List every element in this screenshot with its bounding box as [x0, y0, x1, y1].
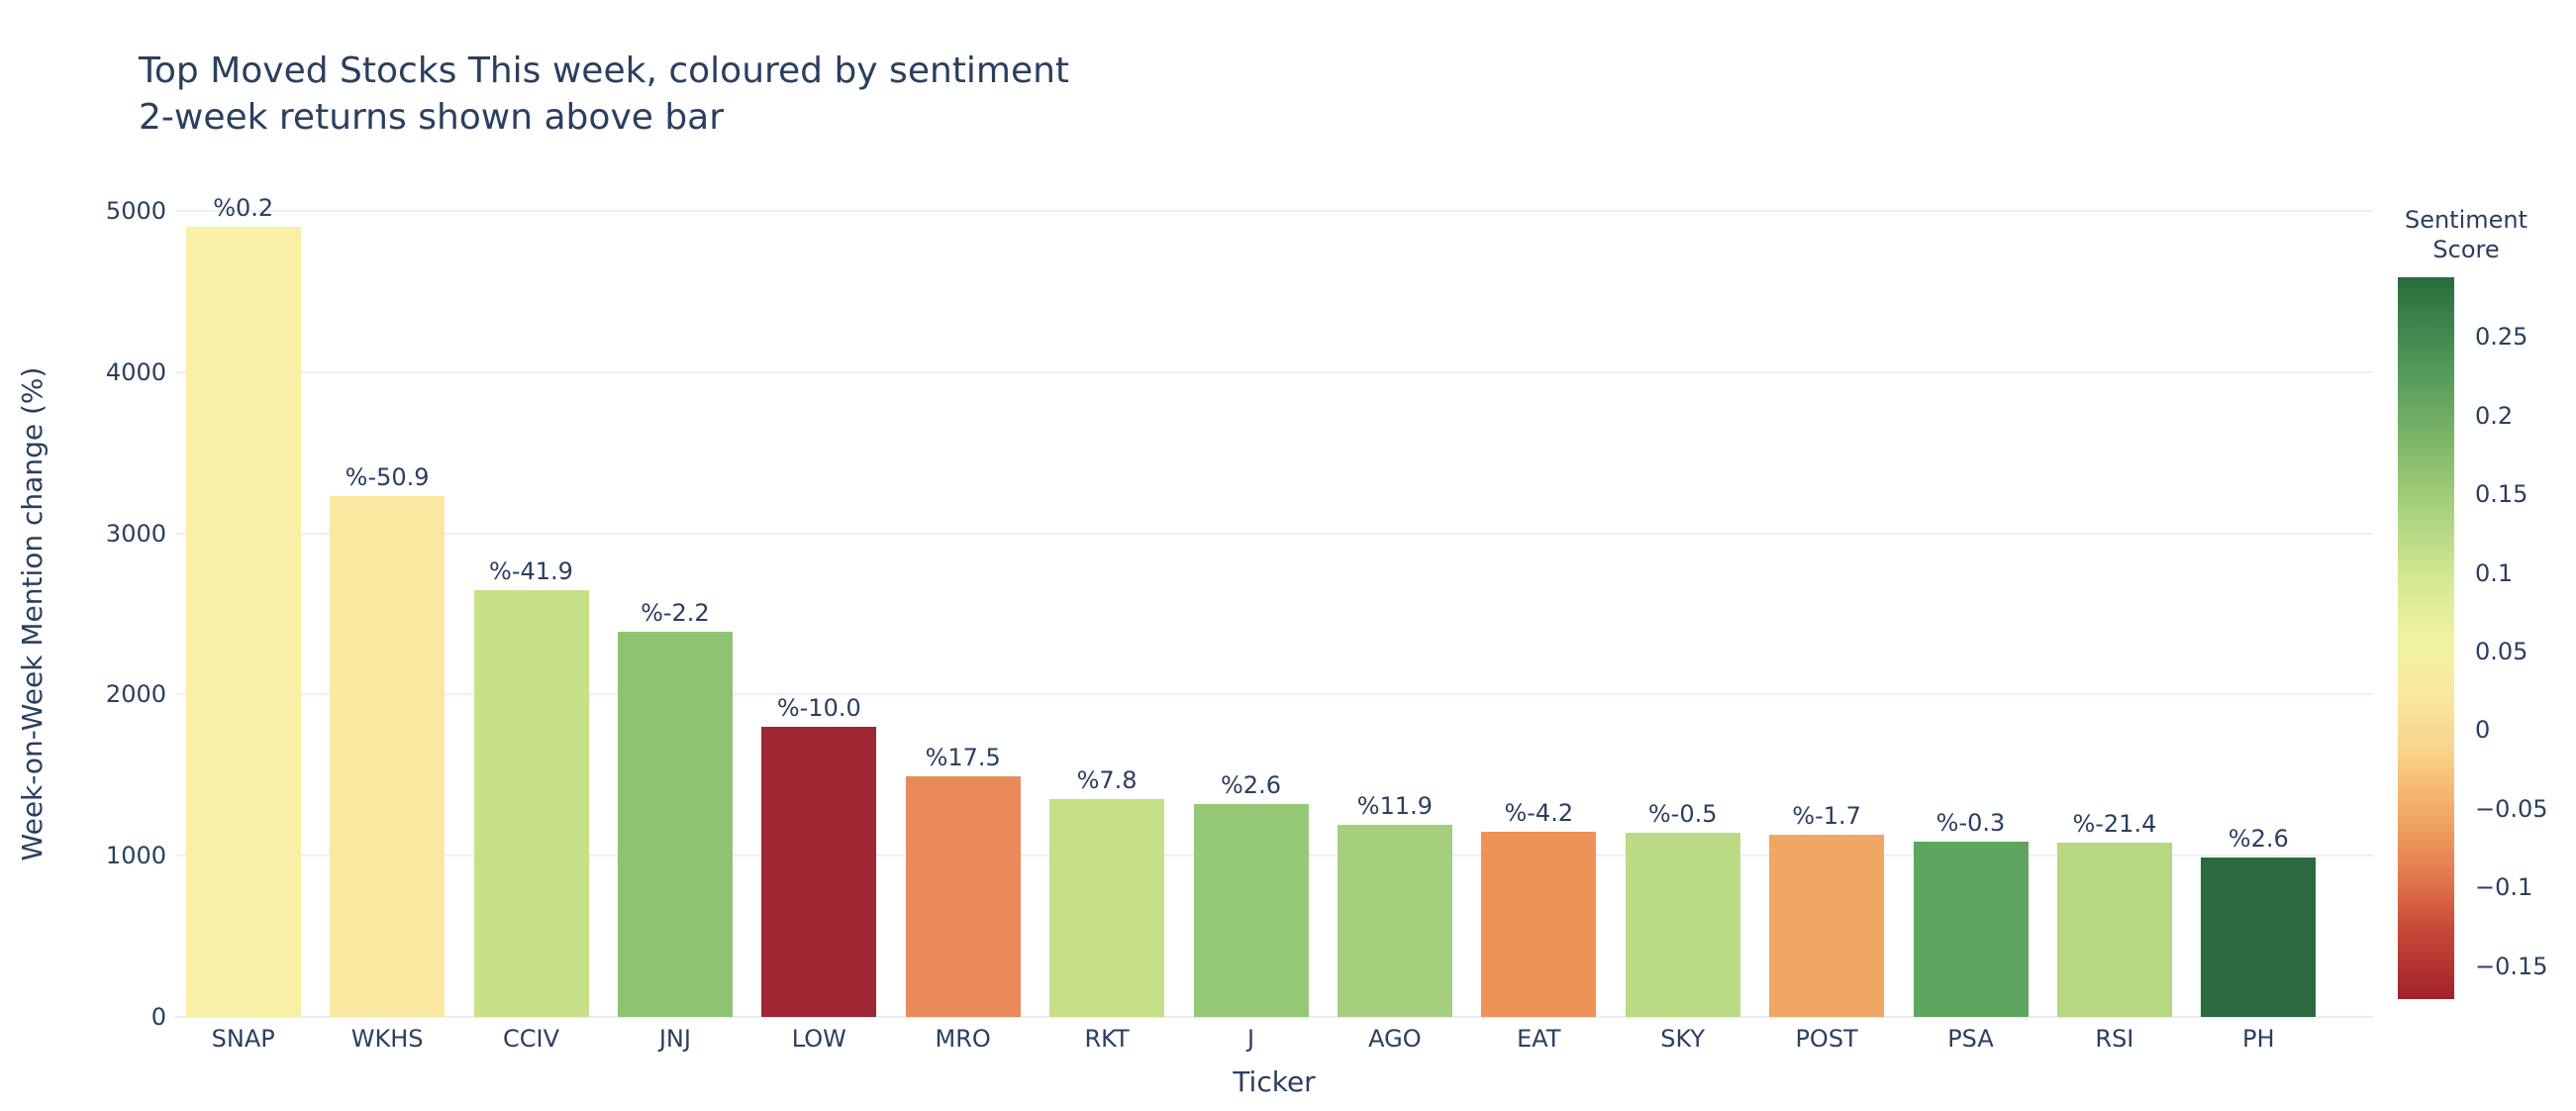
bar-ago[interactable] — [1337, 825, 1452, 1017]
x-tick-label: J — [1246, 1025, 1255, 1053]
x-tick-label: AGO — [1368, 1025, 1422, 1053]
colorbar-tick-label: −0.15 — [2475, 952, 2548, 980]
gridline — [175, 693, 2373, 696]
bar-rsi[interactable] — [2056, 843, 2172, 1017]
colorbar-title-line2: Score — [2432, 236, 2500, 263]
colorbar-title: Sentiment Score — [2388, 205, 2544, 264]
y-tick-label: 1000 — [105, 842, 166, 870]
x-axis-zeroline — [175, 1016, 2373, 1018]
x-tick-label: WKHS — [350, 1025, 424, 1053]
bar-ph[interactable] — [2201, 857, 2317, 1017]
bar-mro[interactable] — [905, 776, 1021, 1017]
colorbar-tick-label: 0.15 — [2475, 480, 2528, 509]
x-tick-label: PSA — [1947, 1025, 1994, 1053]
bar-wkhs[interactable] — [330, 496, 446, 1017]
bar-value-label: %-1.7 — [1792, 802, 1861, 831]
bar-value-label: %-41.9 — [489, 556, 573, 585]
bar-j[interactable] — [1193, 804, 1309, 1017]
bar-sky[interactable] — [1625, 833, 1740, 1017]
bar-snap[interactable] — [185, 227, 301, 1017]
bar-psa[interactable] — [1913, 841, 2029, 1017]
y-tick-label: 2000 — [105, 680, 166, 709]
bar-value-label: %-10.0 — [776, 693, 861, 722]
bar-value-label: %17.5 — [925, 744, 1001, 772]
bar-eat[interactable] — [1481, 831, 1597, 1017]
bar-value-label: %-21.4 — [2072, 810, 2157, 839]
gridline — [175, 370, 2373, 373]
gridline — [175, 210, 2373, 212]
x-tick-label: CCIV — [502, 1025, 559, 1053]
bar-value-label: %-0.5 — [1647, 800, 1718, 829]
x-tick-label: JNJ — [658, 1025, 691, 1053]
x-tick-label: MRO — [935, 1025, 991, 1053]
y-tick-label: 4000 — [105, 357, 166, 386]
x-tick-label: LOW — [791, 1025, 846, 1053]
chart-title: Top Moved Stocks This week, coloured by … — [139, 50, 1070, 91]
bar-jnj[interactable] — [617, 631, 733, 1017]
colorbar-tick-label: −0.05 — [2475, 794, 2548, 823]
bar-post[interactable] — [1769, 835, 1885, 1017]
y-tick-label: 5000 — [105, 197, 166, 225]
gridline — [175, 532, 2373, 535]
bar-value-label: %-50.9 — [345, 463, 430, 492]
x-axis-title: Ticker — [1233, 1065, 1316, 1098]
colorbar-tick-label: 0.25 — [2475, 323, 2528, 352]
bar-value-label: %-2.2 — [641, 598, 710, 627]
bar-value-label: %0.2 — [213, 194, 274, 223]
bar-value-label: %2.6 — [1221, 771, 1281, 800]
x-tick-label: RKT — [1084, 1025, 1130, 1053]
y-tick-label: 3000 — [105, 519, 166, 548]
y-axis-title: Week-on-Week Mention change (%) — [16, 366, 49, 861]
chart-subtitle: 2-week returns shown above bar — [139, 97, 725, 138]
x-tick-label: RSI — [2095, 1025, 2134, 1053]
bar-value-label: %11.9 — [1356, 792, 1434, 821]
x-tick-label: POST — [1795, 1025, 1858, 1053]
colorbar-tick-label: 0.05 — [2475, 638, 2528, 665]
bar-rkt[interactable] — [1049, 799, 1165, 1017]
x-tick-label: SNAP — [211, 1025, 275, 1053]
bar-value-label: %7.8 — [1076, 766, 1138, 795]
bar-cciv[interactable] — [473, 589, 589, 1017]
y-tick-label: 0 — [150, 1003, 166, 1031]
colorbar-tick-label: −0.1 — [2475, 873, 2533, 902]
colorbar-tick-label: 0.1 — [2475, 558, 2514, 587]
bar-low[interactable] — [761, 726, 877, 1017]
colorbar-tick-label: 0 — [2475, 716, 2491, 745]
bar-value-label: %-4.2 — [1504, 798, 1574, 827]
colorbar-title-line1: Sentiment — [2404, 206, 2528, 234]
colorbar-gradient — [2398, 277, 2454, 999]
colorbar-tick-label: 0.2 — [2475, 401, 2514, 430]
x-tick-label: EAT — [1517, 1025, 1561, 1053]
x-tick-label: SKY — [1660, 1025, 1706, 1053]
bar-value-label: %-0.3 — [1935, 808, 2006, 837]
x-tick-label: PH — [2242, 1025, 2275, 1053]
bar-value-label: %2.6 — [2228, 824, 2289, 853]
